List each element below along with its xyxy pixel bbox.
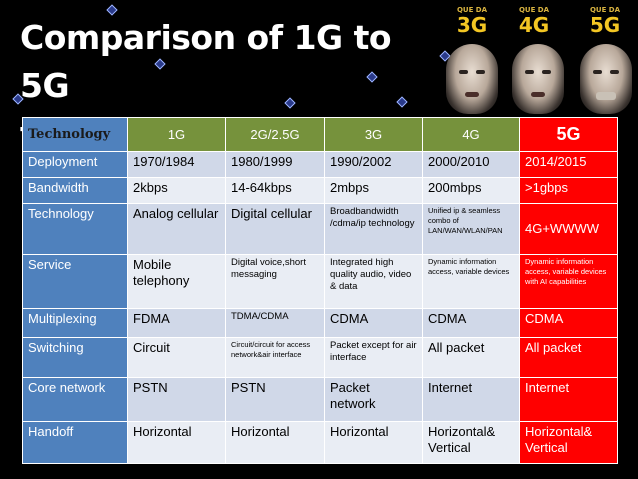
row-label: Technology <box>22 203 128 255</box>
table-cell: Broadbandwidth /cdma/ip technology <box>324 203 423 255</box>
table-cell: Internet <box>519 377 618 422</box>
meme-face-image <box>512 44 564 114</box>
table-cell: Horizontal& Vertical <box>519 421 618 464</box>
header-1g: 1G <box>127 117 226 152</box>
table-cell: FDMA <box>127 308 226 338</box>
table-cell: 1990/2002 <box>324 151 423 178</box>
table-cell: 200mbps <box>422 177 520 204</box>
table-cell: Unified ip & seamless combo of LAN/WAN/W… <box>422 203 520 255</box>
badge-5g: QUE DA 5G <box>585 6 625 36</box>
table-row: Core network PSTN PSTN Packet network In… <box>22 377 618 422</box>
meme-face-image <box>580 44 632 114</box>
table-cell: Dynamic information access, variable dev… <box>519 254 618 309</box>
table-cell: Packet network <box>324 377 423 422</box>
row-label: Multiplexing <box>22 308 128 338</box>
table-cell: Integrated high quality audio, video & d… <box>324 254 423 309</box>
badge-small-text: QUE DA <box>456 6 488 14</box>
table-cell: 2000/2010 <box>422 151 520 178</box>
table-cell: CDMA <box>519 308 618 338</box>
table-row: Service Mobile telephony Digital voice,s… <box>22 254 618 309</box>
table-cell: Analog cellular <box>127 203 226 255</box>
table-row: Handoff Horizontal Horizontal Horizontal… <box>22 421 618 464</box>
meme-face-image <box>446 44 498 114</box>
table-cell: Horizontal& Vertical <box>422 421 520 464</box>
table-cell: All packet <box>519 337 618 378</box>
table-cell: Packet except for air interface <box>324 337 423 378</box>
table-cell: 4G+WWWW <box>519 203 618 255</box>
badge-big-text: 4G <box>518 13 550 37</box>
slide-title-line1: Comparison of 1G to 5G <box>20 18 392 105</box>
table-cell: 2mbps <box>324 177 423 204</box>
row-label: Service <box>22 254 128 309</box>
table-row: Multiplexing FDMA TDMA/CDMA CDMA CDMA CD… <box>22 308 618 338</box>
badge-3g: QUE DA 3G <box>452 6 492 36</box>
badge-4g: QUE DA 4G <box>514 6 554 36</box>
table-cell: Dynamic information access, variable dev… <box>422 254 520 309</box>
table-cell: 1970/1984 <box>127 151 226 178</box>
header-2g: 2G/2.5G <box>225 117 325 152</box>
table-cell: Mobile telephony <box>127 254 226 309</box>
table-cell: Circuit/circuit for access network&air i… <box>225 337 325 378</box>
table-cell: CDMA <box>324 308 423 338</box>
header-technology: Technology <box>22 117 128 152</box>
table-cell: Horizontal <box>127 421 226 464</box>
table-cell: 14-64kbps <box>225 177 325 204</box>
table-cell: All packet <box>422 337 520 378</box>
table-cell: Circuit <box>127 337 226 378</box>
table-row: Technology Analog cellular Digital cellu… <box>22 203 618 255</box>
row-label: Bandwidth <box>22 177 128 204</box>
table-cell: 2kbps <box>127 177 226 204</box>
row-label: Core network <box>22 377 128 422</box>
table-row: Switching Circuit Circuit/circuit for ac… <box>22 337 618 378</box>
badge-big-text: 3G <box>456 13 488 37</box>
table-cell: PSTN <box>127 377 226 422</box>
table-cell: Digital voice,short messaging <box>225 254 325 309</box>
table-cell: 1980/1999 <box>225 151 325 178</box>
table-cell: >1gbps <box>519 177 618 204</box>
table-cell: TDMA/CDMA <box>225 308 325 338</box>
header-4g: 4G <box>422 117 520 152</box>
table-row: Deployment 1970/1984 1980/1999 1990/2002… <box>22 151 618 178</box>
row-label: Handoff <box>22 421 128 464</box>
header-3g: 3G <box>324 117 423 152</box>
row-label: Deployment <box>22 151 128 178</box>
header-5g: 5G <box>519 117 618 152</box>
table-cell: Horizontal <box>225 421 325 464</box>
row-label: Switching <box>22 337 128 378</box>
comparison-table: Technology 1G 2G/2.5G 3G 4G 5G Deploymen… <box>22 117 618 464</box>
table-cell: Digital cellular <box>225 203 325 255</box>
table-cell: Horizontal <box>324 421 423 464</box>
table-cell: 2014/2015 <box>519 151 618 178</box>
badge-big-text: 5G <box>589 13 621 37</box>
table-cell: CDMA <box>422 308 520 338</box>
table-header-row: Technology 1G 2G/2.5G 3G 4G 5G <box>22 117 618 152</box>
table-row: Bandwidth 2kbps 14-64kbps 2mbps 200mbps … <box>22 177 618 204</box>
badge-small-text: QUE DA <box>589 6 621 14</box>
table-cell: Internet <box>422 377 520 422</box>
badge-small-text: QUE DA <box>518 6 550 14</box>
table-cell: PSTN <box>225 377 325 422</box>
